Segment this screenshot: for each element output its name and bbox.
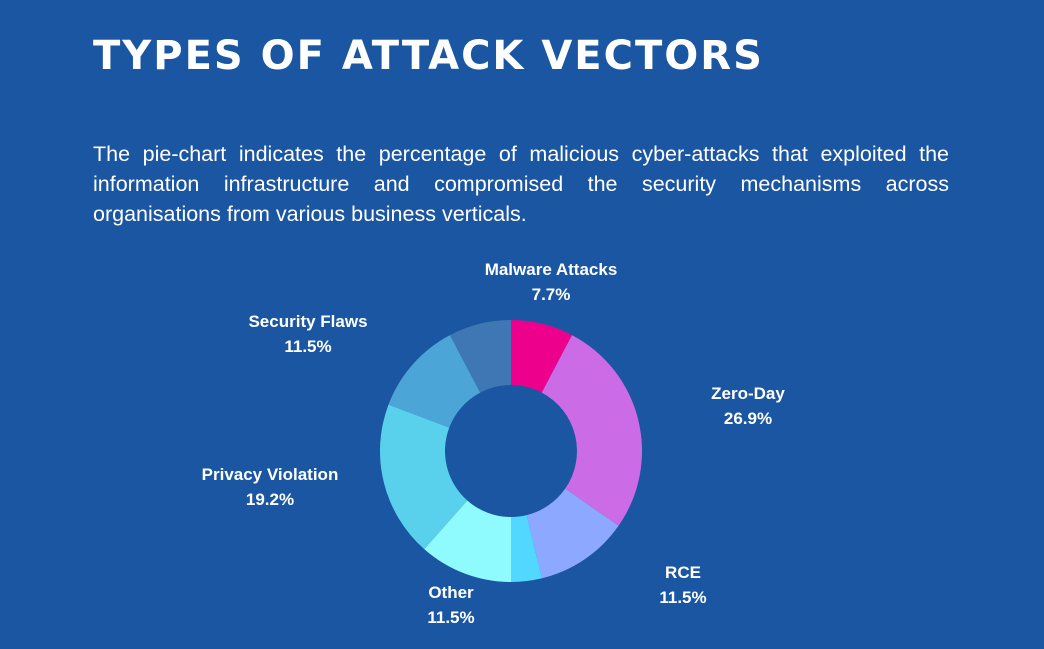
slice-unlabeled-3 xyxy=(511,515,543,582)
slice-label-zero-day: Zero-Day xyxy=(711,384,785,403)
slice-value-zero-day: 26.9% xyxy=(724,409,772,428)
slice-value-privacy-violation: 19.2% xyxy=(246,490,294,509)
slice-label-other: Other xyxy=(428,583,474,602)
slice-label-rce: RCE xyxy=(665,563,701,582)
slice-label-privacy-violation: Privacy Violation xyxy=(202,465,339,484)
slice-value-other: 11.5% xyxy=(427,608,474,627)
slice-other xyxy=(424,500,511,582)
slice-value-malware-attacks: 7.7% xyxy=(532,285,571,304)
page-title: Types of Attack Vectors xyxy=(93,33,764,79)
slice-labels: Malware Attacks 7.7% Zero-Day 26.9% RCE 11.5%… xyxy=(202,260,786,627)
slice-value-rce: 11.5% xyxy=(659,588,706,607)
slice-label-security-flaws: Security Flaws xyxy=(248,312,367,331)
slice-unlabeled-7 xyxy=(449,320,511,393)
slice-malware-attacks xyxy=(511,320,573,393)
slice-rce xyxy=(526,488,619,579)
slice-security-flaws xyxy=(388,335,481,428)
slice-label-malware-attacks: Malware Attacks xyxy=(485,260,618,279)
slice-privacy-violation xyxy=(380,404,468,550)
chart-description: The pie-chart indicates the percentage o… xyxy=(93,142,949,226)
slice-zero-day xyxy=(541,335,643,526)
donut-slices xyxy=(380,320,643,582)
slice-value-security-flaws: 11.5% xyxy=(284,337,331,356)
